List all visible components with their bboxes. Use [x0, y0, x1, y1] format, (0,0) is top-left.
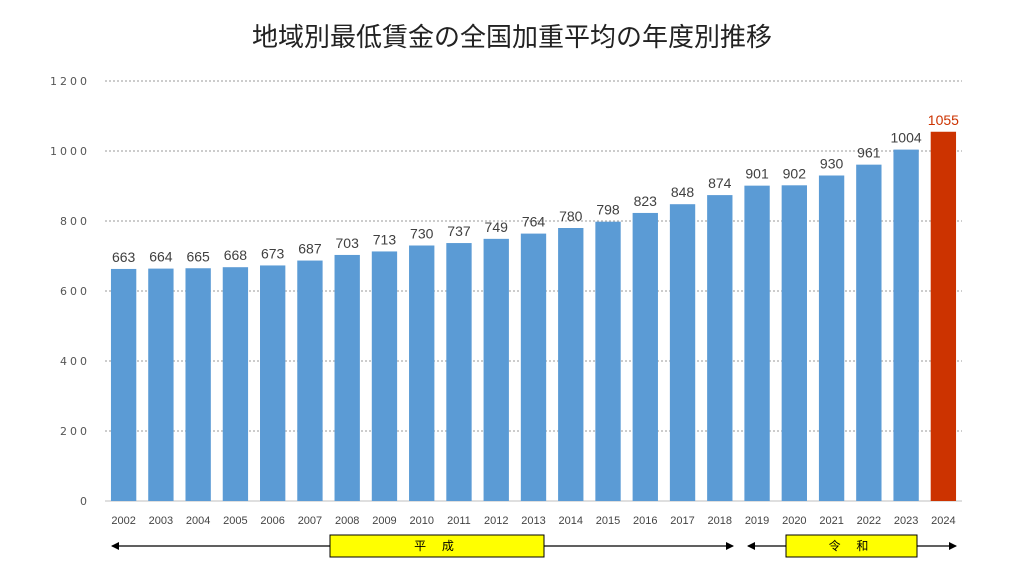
y-axis-ticks: 0 200 400 600 800 1000 1200 — [50, 75, 90, 508]
data-label-2014: 780 — [559, 208, 583, 224]
data-label-2009: 713 — [373, 231, 397, 247]
data-label-2024: 1055 — [928, 112, 959, 128]
y-tick-label: 600 — [60, 285, 90, 298]
x-tick-label-2023: 2023 — [894, 515, 918, 527]
bar-2002 — [110, 268, 137, 501]
bar-2024 — [930, 131, 957, 501]
x-tick-label-2010: 2010 — [409, 515, 433, 527]
data-label-2008: 703 — [336, 235, 360, 251]
x-tick-label-2019: 2019 — [745, 515, 769, 527]
data-label-2010: 730 — [410, 226, 434, 242]
x-tick-label-2015: 2015 — [596, 515, 620, 527]
bar-2019 — [744, 185, 770, 501]
bar-2012 — [483, 238, 509, 501]
x-tick-label-2022: 2022 — [857, 515, 881, 527]
y-tick-label: 400 — [60, 355, 90, 368]
data-label-2002: 663 — [112, 249, 136, 265]
data-label-2006: 673 — [261, 245, 285, 261]
x-tick-label-2017: 2017 — [670, 515, 694, 527]
x-tick-label-2018: 2018 — [708, 515, 732, 527]
data-label-2016: 823 — [634, 193, 658, 209]
bar-2014 — [558, 228, 584, 501]
data-label-2015: 798 — [596, 202, 620, 218]
y-tick-label: 1200 — [50, 75, 90, 88]
data-label-2023: 1004 — [891, 130, 922, 146]
y-tick-label: 200 — [60, 425, 90, 438]
bar-2009 — [371, 251, 398, 501]
bar-2010 — [409, 245, 435, 501]
x-tick-label-2012: 2012 — [484, 515, 508, 527]
data-label-2020: 902 — [783, 165, 807, 181]
x-tick-label-2004: 2004 — [186, 515, 210, 527]
x-tick-label-2007: 2007 — [298, 515, 322, 527]
bar-2016 — [632, 212, 658, 501]
data-label-2004: 665 — [186, 248, 210, 264]
y-tick-label: 1000 — [50, 145, 90, 158]
era-label-box-1 — [785, 534, 918, 558]
bar-2011 — [446, 243, 472, 502]
bar-2022 — [856, 164, 882, 501]
bar-2017 — [669, 204, 696, 501]
data-label-2003: 664 — [149, 249, 173, 265]
x-axis-ticks: 2002 2003 2004 2005 2006 2007 2008 2009 2010 2011… — [111, 515, 955, 527]
bar-2007 — [297, 260, 323, 501]
x-tick-label-2011: 2011 — [447, 515, 471, 527]
data-label-2021: 930 — [820, 156, 844, 172]
data-label-2019: 901 — [745, 166, 769, 182]
bar-2003 — [148, 268, 174, 501]
x-tick-label-2016: 2016 — [633, 515, 657, 527]
x-tick-label-2002: 2002 — [111, 515, 135, 527]
x-tick-label-2006: 2006 — [260, 515, 284, 527]
era-label-1: 令 和 — [829, 538, 875, 553]
x-tick-label-2005: 2005 — [223, 515, 247, 527]
bar-2006 — [260, 265, 286, 501]
bar-2005 — [222, 267, 249, 501]
data-label-2012: 749 — [485, 219, 509, 235]
bar-2013 — [520, 233, 547, 501]
bar-2008 — [334, 254, 360, 501]
data-label-2011: 737 — [447, 223, 471, 239]
y-tick-label: 0 — [80, 495, 90, 508]
bar-2021 — [818, 175, 845, 501]
chart-title: 地域別最低賃金の全国加重平均の年度別推移 — [252, 23, 772, 53]
data-labels: 663 664 665 668 673 687 703 713 730 737 749 764 780 7… — [112, 112, 959, 265]
data-label-2022: 961 — [857, 145, 881, 161]
data-label-2013: 764 — [522, 214, 546, 230]
x-tick-label-2009: 2009 — [372, 515, 396, 527]
data-label-2007: 687 — [298, 241, 322, 257]
x-tick-label-2024: 2024 — [931, 515, 955, 527]
x-tick-label-2020: 2020 — [782, 515, 806, 527]
bar-2004 — [185, 268, 211, 501]
x-tick-label-2013: 2013 — [521, 515, 545, 527]
bars — [110, 131, 957, 502]
x-tick-label-2003: 2003 — [149, 515, 173, 527]
x-tick-label-2014: 2014 — [559, 515, 583, 527]
era-label-box-0 — [329, 534, 545, 558]
bar-2020 — [781, 185, 807, 502]
era-annotations: 平 成令 和 — [111, 534, 957, 558]
bar-2023 — [893, 149, 919, 501]
era-label-0: 平 成 — [414, 539, 460, 553]
data-label-2018: 874 — [708, 175, 732, 191]
data-label-2005: 668 — [224, 247, 248, 263]
x-tick-label-2021: 2021 — [819, 515, 843, 527]
bar-2018 — [707, 195, 733, 501]
x-tick-label-2008: 2008 — [335, 515, 359, 527]
data-label-2017: 848 — [671, 184, 695, 200]
y-tick-label: 800 — [60, 215, 90, 228]
bar-2015 — [595, 221, 621, 501]
